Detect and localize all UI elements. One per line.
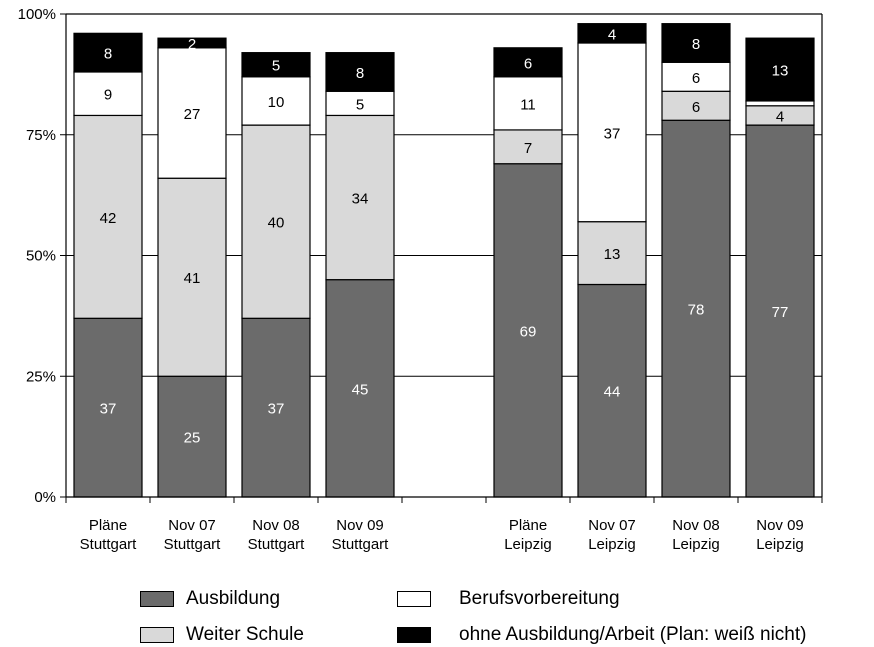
data-label: 34 (352, 191, 369, 208)
data-label: 7 (524, 140, 532, 157)
legend-item-ausbildung: Ausbildung (140, 588, 280, 610)
data-label: 10 (268, 94, 285, 111)
bar-segment (661, 23, 731, 63)
data-label: 78 (688, 302, 705, 319)
x-tick-label: Leipzig (504, 536, 552, 553)
bar-segment (73, 32, 143, 73)
legend-label-ausbildung: Ausbildung (186, 588, 281, 609)
legend-label-weiter-schule: Weiter Schule (186, 624, 304, 645)
bar-segment (73, 71, 143, 117)
y-tick-label: 100% (18, 6, 56, 23)
x-tick-label: Stuttgart (80, 536, 138, 553)
legend-swatch-weiter-schule (140, 627, 174, 643)
data-label: 77 (772, 304, 789, 321)
data-label: 25 (184, 430, 201, 447)
data-label: 4 (608, 26, 616, 43)
data-label: 42 (100, 210, 117, 227)
data-label: 45 (352, 381, 369, 398)
data-label: 9 (104, 87, 112, 104)
data-label: 5 (272, 58, 280, 75)
x-tick-label: Nov 08 (672, 517, 720, 534)
bar-segment (325, 114, 395, 281)
bar-segment (325, 279, 395, 498)
data-label: 37 (100, 401, 117, 418)
bar-segment (493, 47, 563, 78)
y-tick-label: 50% (26, 248, 56, 265)
data-label: 6 (524, 55, 532, 72)
legend-swatch-berufsvorbereitung (397, 591, 431, 607)
legend-swatch-ohne-ausbildung (397, 627, 431, 643)
x-tick-label: Stuttgart (164, 536, 222, 553)
bar-segment (73, 317, 143, 498)
x-tick-label: Stuttgart (332, 536, 390, 553)
y-tick-label: 25% (26, 368, 56, 385)
data-label: 41 (184, 270, 201, 287)
data-label: 13 (772, 63, 789, 80)
bar-segment (577, 283, 647, 498)
x-tick-label: Pläne (89, 517, 127, 534)
bar-segment (661, 119, 731, 498)
data-label: 8 (104, 46, 112, 63)
bar-segment (577, 23, 647, 44)
data-label: 8 (692, 36, 700, 53)
bar-segment (241, 76, 311, 126)
y-tick-label: 75% (26, 127, 56, 144)
bar-segment (325, 52, 395, 92)
data-label: 40 (268, 215, 285, 232)
bar-segment (745, 100, 815, 107)
data-label: 6 (692, 70, 700, 87)
legend-swatch-ausbildung (140, 591, 174, 607)
bar-segment (157, 375, 227, 498)
legend-item-weiter-schule: Weiter Schule (140, 624, 304, 646)
x-tick-label: Pläne (509, 517, 547, 534)
data-label: 11 (520, 96, 536, 113)
bar-segment (241, 124, 311, 319)
data-label: 5 (356, 96, 364, 113)
x-tick-label: Leipzig (588, 536, 636, 553)
legend-item-berufsvorbereitung: Berufsvorbereitung (397, 588, 620, 610)
data-label: 69 (520, 323, 537, 340)
legend-item-ohne-ausbildung: ohne Ausbildung/Arbeit (Plan: weiß nicht… (397, 624, 806, 646)
legend-label-berufsvorbereitung: Berufsvorbereitung (459, 588, 620, 609)
bar-segment (493, 129, 563, 165)
x-tick-label: Nov 08 (252, 517, 300, 534)
data-label: 37 (604, 125, 621, 142)
stacked-bar-chart: 0% 25% 50% 75% 100% 37 42 9 8 25 41 27 2 37 40 10 5 45 34 5… (18, 6, 823, 553)
x-tick-label: Nov 09 (756, 517, 804, 534)
bar-segment (325, 90, 395, 117)
bar-segment (745, 37, 815, 102)
x-tick-label: Nov 07 (588, 517, 636, 534)
data-label: 8 (356, 65, 364, 82)
x-tick-label: Stuttgart (248, 536, 306, 553)
bar-segment (493, 163, 563, 498)
bar-segment (241, 52, 311, 78)
data-label: 4 (776, 108, 784, 125)
legend-label-ohne-ausbildung: ohne Ausbildung/Arbeit (Plan: weiß nicht… (459, 624, 807, 645)
data-label: 27 (184, 106, 201, 123)
x-tick-label: Leipzig (672, 536, 720, 553)
y-tick-label: 0% (34, 489, 56, 506)
x-tick-label: Nov 09 (336, 517, 384, 534)
bar-segment (577, 42, 647, 223)
data-label: 44 (604, 384, 621, 401)
data-label: 6 (692, 99, 700, 116)
x-tick-label: Nov 07 (168, 517, 216, 534)
data-label: 13 (604, 246, 621, 263)
bar-segment (493, 76, 563, 131)
bar-segment (157, 37, 227, 49)
x-tick-label: Leipzig (756, 536, 804, 553)
data-label: 2 (188, 36, 196, 53)
data-label: 37 (268, 401, 285, 418)
bar-segment (73, 114, 143, 319)
